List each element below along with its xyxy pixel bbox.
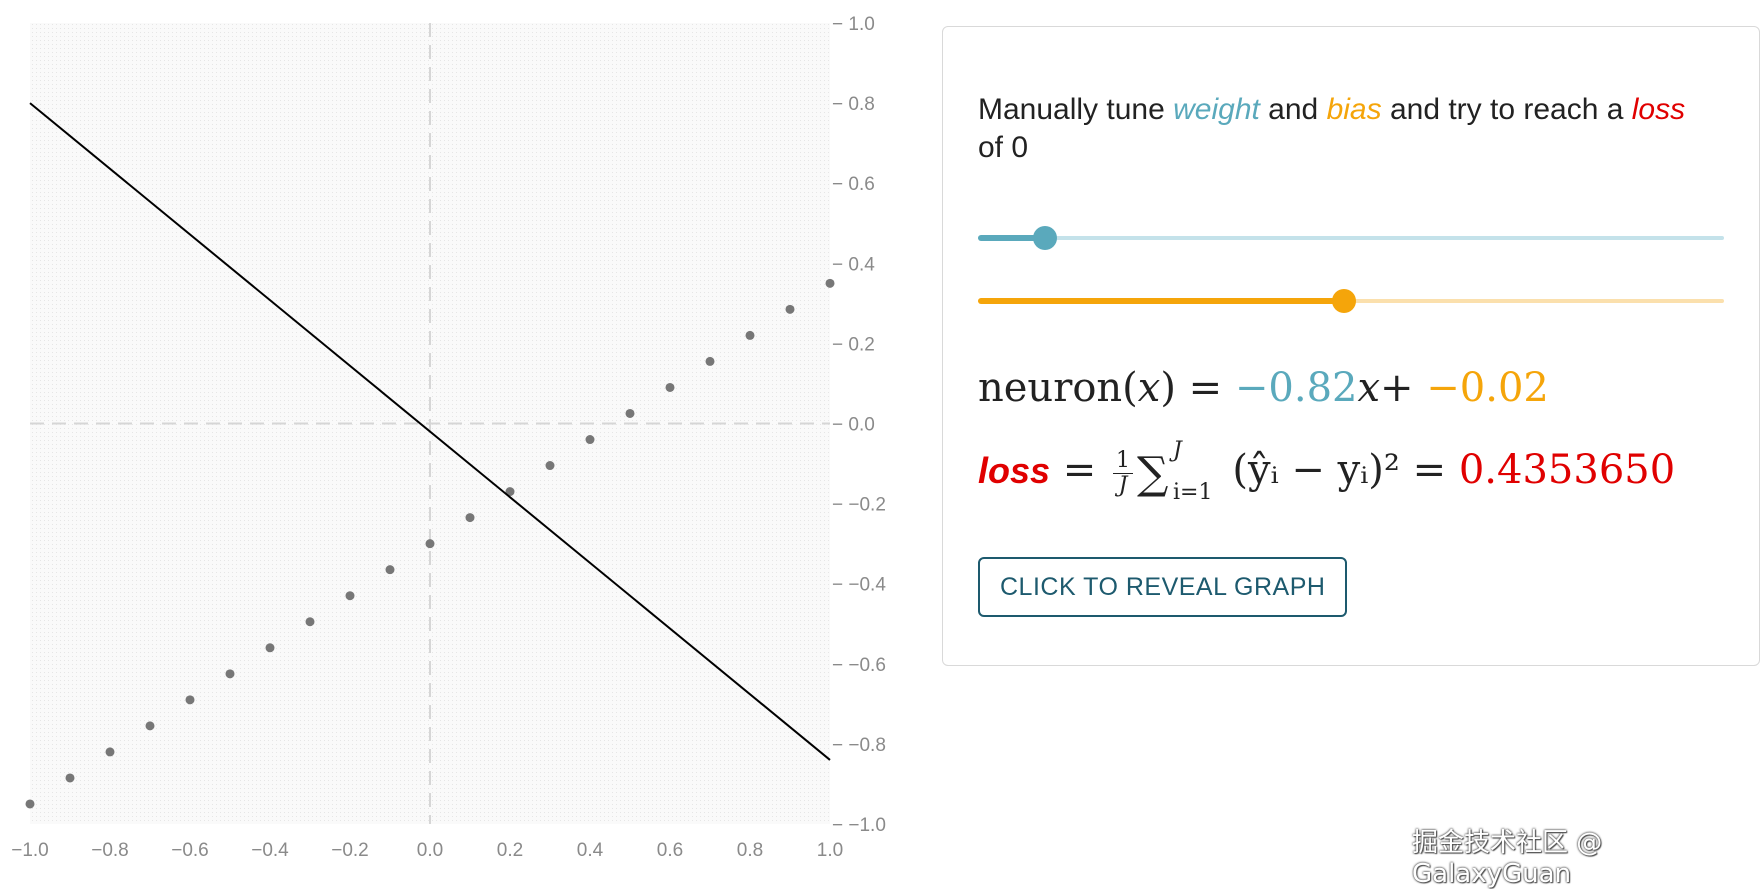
y-tick-label: − 0.4	[832, 254, 875, 275]
formula-text: neuron(	[978, 365, 1138, 411]
x-tick-label: −0.2	[331, 840, 369, 861]
y-tick-label: − 0.2	[832, 334, 875, 355]
instruction-part: and	[1259, 93, 1327, 126]
formula-text: x+	[1357, 365, 1427, 411]
y-tick-label: − −0.6	[832, 655, 886, 676]
x-tick-label: −0.8	[91, 840, 129, 861]
reveal-graph-button[interactable]: CLICK TO REVEAL GRAPH	[978, 557, 1348, 617]
x-tick-label: −0.4	[251, 840, 289, 861]
neuron-line	[29, 102, 831, 761]
formula-text: (ŷᵢ − yᵢ)² =	[1232, 447, 1459, 493]
x-tick-label: 0.2	[497, 840, 523, 861]
weight-word: weight	[1173, 93, 1260, 126]
formula-text: =	[1050, 447, 1109, 493]
bias-slider[interactable]	[978, 286, 1724, 316]
data-point	[745, 330, 755, 340]
data-point	[665, 382, 675, 392]
data-point	[425, 539, 435, 549]
data-point	[225, 669, 235, 679]
y-tick-label: − 0.6	[832, 174, 875, 195]
data-point	[585, 435, 595, 445]
y-tick-label: − −1.0	[832, 815, 886, 836]
y-tick-label: − −0.2	[832, 495, 886, 516]
weight-slider-rail[interactable]	[978, 236, 1724, 240]
instruction-part: of 0	[978, 131, 1029, 164]
bias-slider-thumb[interactable]	[1331, 289, 1356, 313]
weight-slider-thumb[interactable]	[1033, 226, 1058, 250]
x-tick-label: −1.0	[11, 840, 49, 861]
instruction-part: and try to reach a	[1381, 93, 1632, 126]
weight-slider[interactable]	[978, 223, 1724, 253]
data-point	[25, 799, 35, 809]
y-tick-label: − 0.0	[832, 415, 875, 436]
x-tick-label: 1.0	[817, 840, 843, 861]
instruction-text: Manually tune weight and bias and try to…	[978, 91, 1718, 167]
fraction-denominator: J	[1118, 472, 1128, 498]
data-point	[145, 721, 155, 731]
y-tick-label: − 0.8	[832, 94, 875, 115]
watermark: 掘金技术社区 @ GalaxyGuan	[1412, 828, 1603, 889]
data-point	[65, 773, 75, 783]
sum-upper: J	[1173, 437, 1182, 463]
data-point	[825, 278, 835, 288]
fraction-numerator: 1	[1113, 448, 1133, 474]
data-point	[625, 408, 635, 418]
loss-label: loss	[978, 450, 1051, 491]
bias-word: bias	[1326, 93, 1382, 126]
loss-value: 0.4353650	[1458, 447, 1676, 493]
instruction-part: Manually tune	[978, 93, 1174, 126]
data-point	[385, 565, 395, 575]
x-tick-label: −0.6	[171, 840, 209, 861]
control-panel: Manually tune weight and bias and try to…	[942, 26, 1760, 666]
sum-lower: i=1	[1173, 479, 1213, 505]
loss-word: loss	[1631, 93, 1686, 126]
weight-value: −0.82	[1234, 365, 1358, 411]
scatter-plot: −1.0 −0.8 −0.6 −0.4 −0.2 0.0 0.2 0.4 0.6 0.8 1.0 −…	[11, 14, 886, 861]
x-tick-label: 0.0	[417, 840, 443, 861]
data-point	[785, 304, 795, 314]
formula-var: x	[1137, 365, 1161, 411]
x-tick-label: 0.8	[737, 840, 763, 861]
data-point	[465, 513, 475, 523]
formula-text: ) =	[1160, 365, 1235, 411]
y-tick-label: − −0.8	[832, 735, 886, 756]
data-point	[705, 356, 715, 366]
data-point	[305, 617, 315, 627]
y-tick-label: − −0.4	[832, 575, 886, 596]
x-tick-label: 0.4	[577, 840, 604, 861]
data-point	[185, 695, 195, 705]
data-point	[505, 487, 515, 497]
bias-value: −0.02	[1426, 365, 1549, 411]
data-point	[265, 643, 275, 653]
weight-slider-track	[978, 235, 1046, 241]
data-point	[105, 747, 115, 757]
bias-slider-track	[978, 298, 1344, 304]
y-tick-label: − 1.0	[832, 14, 875, 35]
x-tick-label: 0.6	[657, 840, 683, 861]
data-point	[345, 591, 355, 601]
neuron-formula: neuron(x) = −0.82x+ −0.02	[978, 365, 1549, 411]
data-point	[545, 461, 555, 471]
